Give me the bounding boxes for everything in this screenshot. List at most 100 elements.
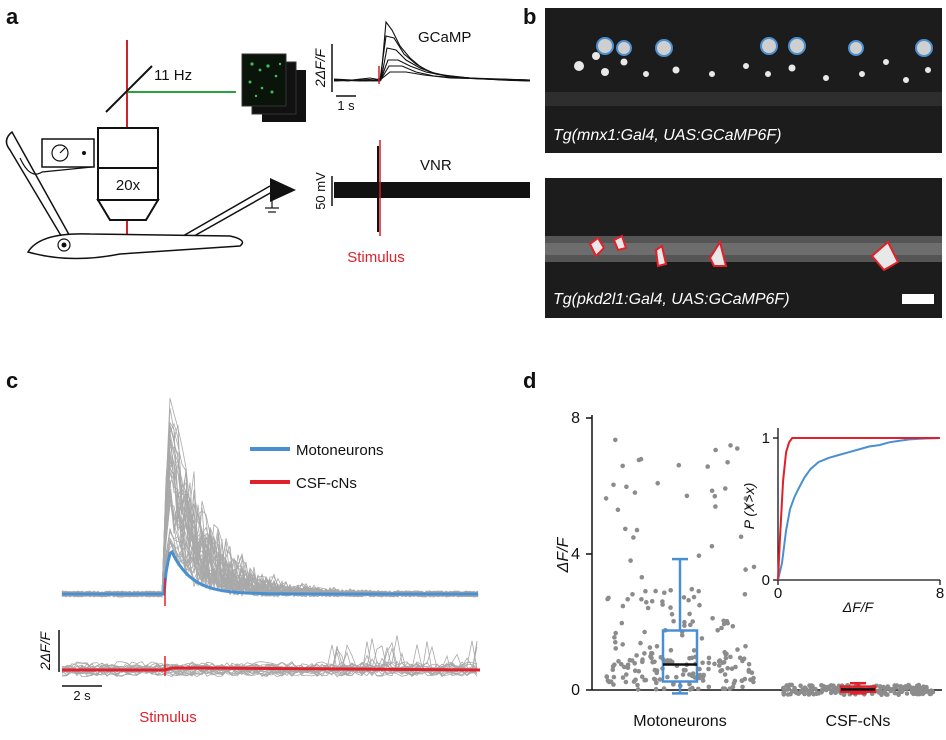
data-point	[697, 666, 702, 672]
data-point	[642, 651, 647, 656]
data-point	[724, 678, 729, 684]
data-point	[781, 685, 786, 691]
data-point	[620, 675, 626, 680]
data-point	[635, 682, 640, 688]
data-point	[697, 602, 702, 608]
data-point	[798, 683, 803, 688]
data-point	[723, 655, 729, 661]
data-point	[687, 681, 692, 687]
data-point	[619, 662, 624, 667]
motoneuron-trace	[61, 408, 479, 598]
data-point	[649, 598, 655, 604]
data-point	[713, 504, 718, 509]
data-point	[654, 644, 660, 649]
panel-c-time-scale-label: 2 s	[73, 688, 91, 703]
data-point	[687, 611, 692, 617]
data-point	[696, 588, 701, 594]
data-point	[892, 690, 898, 696]
data-point	[652, 667, 658, 673]
data-point	[624, 484, 629, 490]
data-point	[713, 447, 718, 453]
panel-d: d 0 4 8 ΔF/F Motoneurons CSF-cNs 0 1 0 8 P (X…	[523, 368, 944, 730]
data-point	[660, 599, 665, 604]
panel-c-df-scale-label: 2ΔF/F	[37, 630, 53, 671]
data-point	[611, 482, 616, 488]
data-point	[681, 595, 687, 600]
data-point	[811, 691, 816, 697]
vnr-mv-scale-label: 50 mV	[313, 172, 328, 210]
data-point	[719, 668, 725, 673]
data-point	[735, 446, 740, 451]
data-point	[662, 590, 667, 596]
csfcn-mean-trace	[62, 666, 481, 672]
data-point	[739, 678, 745, 683]
data-point	[605, 596, 610, 602]
inset-x-tick-label: 0	[774, 585, 782, 602]
objective-label: 20x	[116, 177, 141, 194]
csfcn-trace	[61, 668, 478, 678]
panel-d-label: d	[523, 368, 536, 393]
data-point	[634, 527, 640, 533]
data-point	[730, 624, 736, 629]
cdf-line	[777, 437, 941, 581]
data-point	[725, 665, 730, 671]
data-point	[639, 575, 645, 580]
data-point	[642, 677, 647, 683]
data-point	[893, 685, 899, 690]
motoneuron-traces	[61, 398, 479, 598]
data-point	[619, 620, 625, 626]
objective-body	[97, 127, 159, 169]
mnx1-image	[545, 8, 942, 153]
motoneuron-trace	[61, 440, 479, 598]
data-point	[687, 672, 692, 677]
data-point	[819, 689, 825, 694]
data-point	[700, 660, 705, 666]
data-point	[613, 437, 618, 443]
data-point	[630, 592, 635, 597]
inset-y-tick-label: 0	[762, 572, 770, 589]
data-point	[653, 686, 659, 692]
data-point	[731, 680, 737, 686]
data-point	[887, 686, 893, 692]
data-point	[611, 682, 616, 687]
data-point	[699, 636, 705, 641]
data-point	[632, 668, 638, 673]
data-point	[728, 443, 733, 448]
motoneuron-trace	[61, 398, 479, 598]
data-point	[649, 651, 654, 657]
data-point	[746, 667, 752, 673]
motoneuron-trace	[61, 428, 479, 598]
data-point	[639, 674, 645, 679]
panel-b-label: b	[523, 4, 536, 29]
panel-c-label: c	[6, 368, 18, 393]
motoneuron-mean-trace	[62, 549, 478, 596]
data-point	[635, 687, 641, 692]
panel-d-points	[603, 437, 936, 698]
data-point	[923, 689, 928, 695]
data-point	[751, 564, 757, 570]
data-point	[636, 669, 642, 674]
data-point	[613, 630, 618, 636]
data-point	[610, 664, 616, 669]
data-point	[717, 663, 722, 668]
data-point	[610, 667, 616, 672]
data-point	[788, 691, 793, 697]
data-point	[882, 689, 888, 694]
data-point	[668, 588, 673, 593]
data-point	[723, 486, 728, 491]
data-point	[640, 659, 645, 665]
data-point	[901, 685, 907, 690]
pkd2l1-roi-outlines	[588, 234, 900, 272]
gcamp-traces	[333, 20, 531, 82]
stimulus-label-a: Stimulus	[347, 249, 405, 266]
data-point	[682, 623, 687, 628]
data-point	[727, 686, 733, 691]
data-point	[822, 686, 828, 691]
data-point	[631, 535, 636, 540]
scan-rate-label: 11 Hz	[154, 67, 192, 84]
panel-d-y-ticks: 0 4 8	[571, 410, 592, 699]
dichroic-mirror	[105, 65, 153, 113]
data-point	[668, 647, 674, 653]
data-point	[717, 658, 723, 663]
